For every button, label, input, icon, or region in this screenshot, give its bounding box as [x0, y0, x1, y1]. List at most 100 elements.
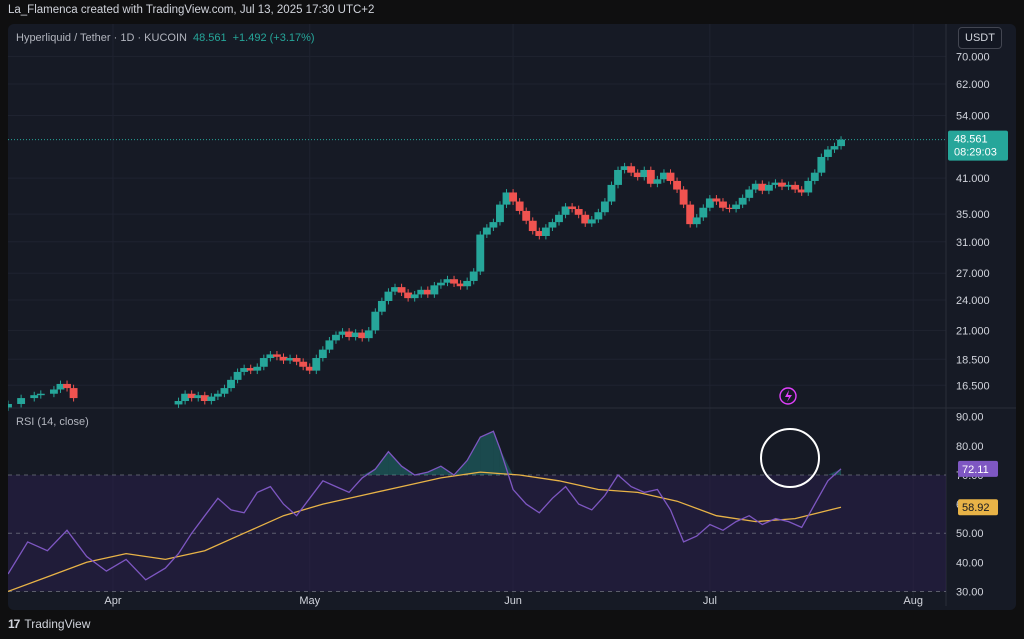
- candle-body: [482, 227, 491, 235]
- candle-body: [653, 179, 662, 184]
- candle-body: [181, 393, 190, 402]
- candle-body: [358, 332, 367, 339]
- price-axis-tick: 21.000: [956, 325, 990, 337]
- lightning-icon: [785, 390, 792, 402]
- candle-body: [745, 189, 754, 198]
- candle-body: [469, 271, 478, 281]
- candle-body: [17, 398, 26, 404]
- candle-body: [568, 206, 577, 210]
- candle-body: [56, 383, 65, 390]
- candle-body: [719, 201, 727, 208]
- rsi-overbought-fill: [388, 451, 402, 475]
- rsi-axis-tick: 80.00: [956, 441, 984, 453]
- time-axis-tick: Aug: [903, 595, 923, 607]
- candle-body: [259, 358, 268, 367]
- price-axis-tick: 62.000: [956, 79, 990, 91]
- candle-body: [200, 395, 209, 402]
- candle-body: [377, 300, 386, 312]
- candle-body: [581, 214, 590, 224]
- rsi-ma-label: 58.92: [962, 502, 990, 514]
- candle-body: [384, 291, 393, 301]
- rsi-title: RSI (14, close): [16, 416, 89, 428]
- candle-body: [194, 395, 203, 399]
- candle-body: [587, 219, 596, 224]
- candle-body: [397, 287, 406, 293]
- candle-body: [810, 172, 819, 181]
- candle-body: [712, 198, 721, 202]
- candle-body: [305, 366, 314, 371]
- candle-body: [679, 189, 688, 205]
- candle-body: [548, 222, 557, 228]
- candle-body: [332, 334, 340, 341]
- candle-body: [751, 183, 760, 190]
- candle-body: [364, 330, 373, 339]
- candle-body: [502, 192, 511, 205]
- candle-body: [410, 294, 419, 299]
- rsi-overbought-fill: [427, 466, 441, 475]
- candle-body: [600, 201, 609, 213]
- candle-body: [823, 149, 832, 157]
- candle-body: [797, 189, 806, 193]
- candle-body: [771, 182, 780, 185]
- currency-button[interactable]: USDT: [958, 27, 1002, 49]
- candle-body: [253, 366, 262, 371]
- candle-body: [391, 287, 399, 292]
- candle-body: [732, 204, 741, 210]
- candle-body: [515, 201, 524, 211]
- price-axis-tick: 31.000: [956, 237, 990, 249]
- time-axis-tick: Jul: [703, 595, 717, 607]
- price-axis-tick: 16.500: [956, 380, 990, 392]
- price-axis-tick: 27.000: [956, 268, 990, 280]
- candle-body: [436, 282, 445, 286]
- candle-body: [207, 396, 216, 402]
- rsi-band-fill: [8, 474, 946, 592]
- candle-body: [338, 331, 347, 335]
- rsi-axis-tick: 90.00: [956, 412, 984, 424]
- annotation-circle: [760, 428, 820, 488]
- candle-body: [174, 401, 183, 405]
- rsi-overbought-fill: [362, 469, 376, 475]
- candle-body: [227, 379, 235, 389]
- candle-body: [725, 207, 734, 210]
- chart-canvas[interactable]: 70.000 62.000 54.000 41.000 35.000 31.000 27.0…: [8, 24, 1016, 610]
- candle-body: [541, 227, 550, 236]
- rsi-ma-badge: [958, 499, 998, 516]
- candle-body: [692, 217, 701, 225]
- candle-body: [246, 368, 255, 371]
- candle-body: [69, 388, 78, 399]
- candle-body: [791, 184, 800, 190]
- chart-panel[interactable]: 70.000 62.000 54.000 41.000 35.000 31.000 27.0…: [8, 24, 1016, 610]
- price-axis-tick: 54.000: [956, 110, 990, 122]
- candle-body: [705, 198, 714, 208]
- candle-body: [817, 156, 826, 173]
- candle-body: [627, 166, 636, 173]
- candle-body: [404, 292, 413, 299]
- candle-body: [528, 220, 537, 232]
- candle-body: [450, 279, 458, 284]
- rsi-value-badge: [958, 460, 998, 477]
- candle-body: [561, 206, 570, 215]
- candle-body: [633, 172, 642, 178]
- symbol-title: Hyperliquid / Tether · 1D · KUCOIN: [16, 32, 187, 44]
- footer-brand-label: TradingView: [24, 617, 91, 631]
- candle-body: [456, 283, 465, 287]
- rsi-overbought-fill: [467, 437, 481, 475]
- rsi-overbought-fill: [499, 448, 514, 475]
- candle-body: [8, 403, 12, 408]
- candle-body: [292, 358, 301, 362]
- candle-body: [535, 231, 544, 236]
- candle-body: [273, 354, 281, 357]
- candle-body: [240, 368, 249, 372]
- candle-body: [63, 383, 71, 389]
- symbol-header: Hyperliquid / Tether · 1D · KUCOIN 48.561…: [16, 32, 315, 44]
- price-axis-tick: 41.000: [956, 173, 990, 185]
- candle-body: [804, 180, 813, 193]
- candle-body: [463, 280, 472, 287]
- candle-body: [830, 146, 839, 150]
- candle-body: [778, 182, 786, 187]
- candle-body: [299, 361, 308, 367]
- price-axis-tick: 70.000: [956, 51, 990, 63]
- candle-body: [764, 184, 773, 191]
- footer-brand[interactable]: 17 TradingView: [8, 617, 90, 631]
- last-price: 48.561: [192, 32, 227, 44]
